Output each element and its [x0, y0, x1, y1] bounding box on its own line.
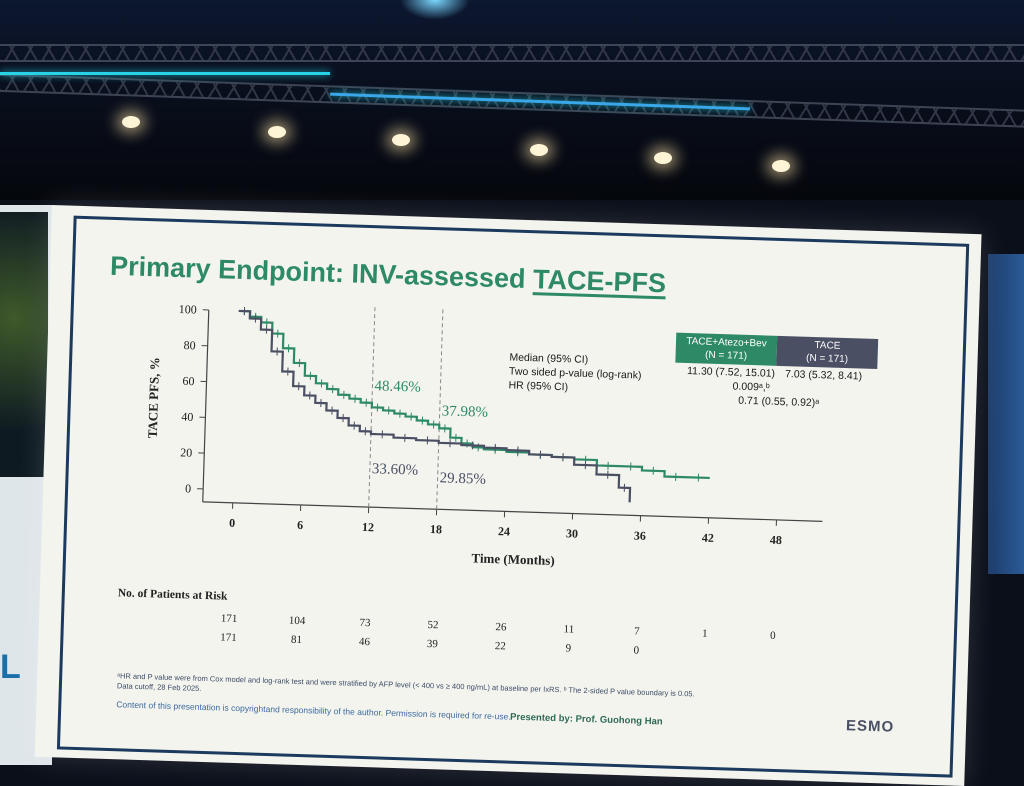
stat-hr-label: HR (95% CI) [508, 379, 568, 393]
x-tick-label: 18 [430, 522, 442, 536]
stage-light [392, 134, 410, 146]
legend-arm2-n: (N = 171) [776, 351, 877, 367]
truss-upper [0, 44, 1024, 62]
annotation-arm2-12m: 33.60% [372, 461, 419, 478]
x-tick-label: 12 [362, 520, 374, 534]
arm2-survival-curve [233, 311, 635, 502]
y-tick-label: 0 [185, 481, 191, 495]
risk-arm1-cell: 11 [563, 623, 574, 635]
led-strip [0, 72, 330, 75]
x-tick-label: 48 [770, 533, 782, 547]
risk-arm2-cell: 171 [220, 632, 237, 645]
x-tick-label: 0 [229, 516, 235, 530]
side-screen-letter: L [0, 648, 21, 687]
y-tick-label: 60 [182, 374, 194, 388]
stage-light [122, 116, 140, 128]
stage-light [772, 160, 790, 172]
annotation-arm1-18m: 37.98% [441, 403, 488, 420]
side-screen-right [988, 254, 1024, 574]
y-tick-label: 80 [183, 338, 195, 352]
stage-light [654, 152, 672, 164]
risk-arm2-cell: 0 [633, 644, 639, 656]
esmo-logo: ESMO [846, 717, 895, 736]
risk-arm1-cell: 52 [427, 619, 438, 631]
legend-arm1: TACE+Atezo+Bev (N = 171) [675, 333, 777, 366]
x-tick-label: 42 [702, 531, 714, 545]
annotation-arm2-18m: 29.85% [439, 470, 486, 487]
presentation-slide: Primary Endpoint: INV-assessed TACE-PFS … [35, 205, 982, 786]
y-axis-title: TACE PFS, % [145, 357, 163, 438]
risk-arm1-cell: 7 [634, 625, 640, 637]
y-tick-label: 40 [181, 410, 193, 424]
legend-box: TACE+Atezo+Bev (N = 171) TACE (N = 171) [675, 333, 878, 369]
risk-arm2-cell: 46 [359, 636, 370, 648]
x-tick-label: 24 [498, 524, 510, 538]
stat-arm2-median: 7.03 (5.32, 8.41) [785, 368, 862, 382]
side-screen-photo [0, 212, 48, 477]
risk-arm1-cell: 104 [289, 615, 306, 628]
y-tick-label: 20 [180, 445, 192, 459]
risk-arm2-cell: 81 [291, 634, 302, 646]
risk-arm1-cell: 73 [359, 617, 370, 629]
risk-arm1-cell: 26 [495, 621, 506, 633]
stat-hr: 0.71 (0.55, 0.92)ᵃ [738, 395, 819, 410]
y-tick-label: 100 [179, 302, 197, 317]
annotation-arm1-12m: 48.46% [374, 378, 421, 395]
x-axis-line [203, 502, 823, 521]
risk-arm2-cell: 22 [495, 640, 506, 652]
stage-light [530, 144, 548, 156]
x-tick-label: 30 [566, 526, 578, 540]
stat-median-label: Median (95% CI) [509, 351, 588, 365]
risk-arm1-cell: 1 [702, 628, 708, 640]
legend-arm2: TACE (N = 171) [776, 336, 878, 369]
risk-arm2-cell: 9 [565, 642, 571, 654]
y-axis-line [203, 310, 209, 502]
risk-arm1-cell: 0 [770, 630, 776, 642]
venue-ceiling [0, 0, 1024, 200]
x-axis-title: Time (Months) [471, 550, 555, 568]
x-tick-label: 36 [634, 528, 646, 542]
risk-arm2-cell: 39 [427, 638, 438, 650]
x-tick-label: 6 [297, 518, 303, 532]
stage-light [268, 126, 286, 138]
risk-arm1-cell: 171 [221, 613, 238, 626]
spotlight-glow [400, 0, 470, 20]
stat-pvalue: 0.009ᵃ,ᵇ [732, 380, 769, 393]
